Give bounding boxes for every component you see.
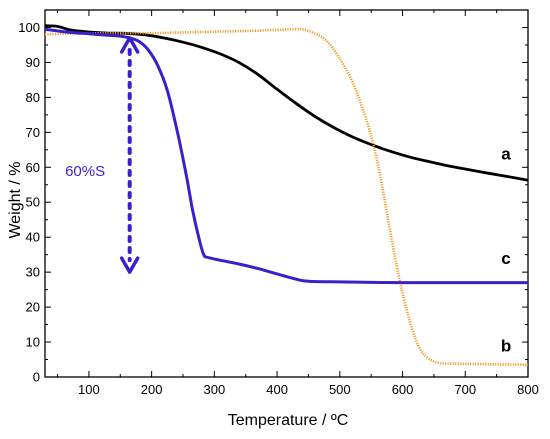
x-tick-label: 300 <box>204 382 226 397</box>
x-axis-title: Temperature / ºC <box>228 412 349 429</box>
series-group <box>44 24 529 367</box>
y-tick-label: 20 <box>26 300 40 315</box>
y-tick-label: 70 <box>26 125 40 140</box>
x-tick-label: 700 <box>454 382 476 397</box>
series-line-c <box>44 27 528 285</box>
axes: 100 200 300 400 500 600 700 800 0 10 20 30 40 50 60 70 8… <box>18 9 539 397</box>
y-tick-label: 40 <box>26 230 40 245</box>
arrow-head-down <box>119 256 140 274</box>
x-tick-label: 100 <box>78 382 100 397</box>
y-tick-label: 0 <box>33 370 40 385</box>
plot-frame <box>44 9 529 378</box>
y-tick-label: 30 <box>26 265 40 280</box>
annotation: 60%S <box>65 36 140 274</box>
y-tick-label: 10 <box>26 335 40 350</box>
x-tick-label: 600 <box>392 382 414 397</box>
curve-label-c: c <box>501 249 510 268</box>
x-tick-label: 800 <box>517 382 539 397</box>
curve-label-a: a <box>501 144 511 163</box>
x-tick-label: 400 <box>266 382 288 397</box>
x-tick-label: 500 <box>329 382 351 397</box>
annotation-label: 60%S <box>65 163 105 180</box>
y-tick-label: 50 <box>26 195 40 210</box>
y-tick-label: 60 <box>26 160 40 175</box>
y-tick-label: 100 <box>18 20 40 35</box>
y-axis-title: Weight / % <box>7 161 24 238</box>
y-tick-label: 90 <box>26 55 40 70</box>
series-line-a <box>44 24 529 182</box>
y-tick-label: 80 <box>26 90 40 105</box>
arrow-head-up <box>119 36 140 54</box>
curve-labels: a c b <box>501 144 511 355</box>
series-line-b <box>44 27 529 367</box>
curve-label-b: b <box>501 337 511 356</box>
x-tick-label: 200 <box>141 382 163 397</box>
